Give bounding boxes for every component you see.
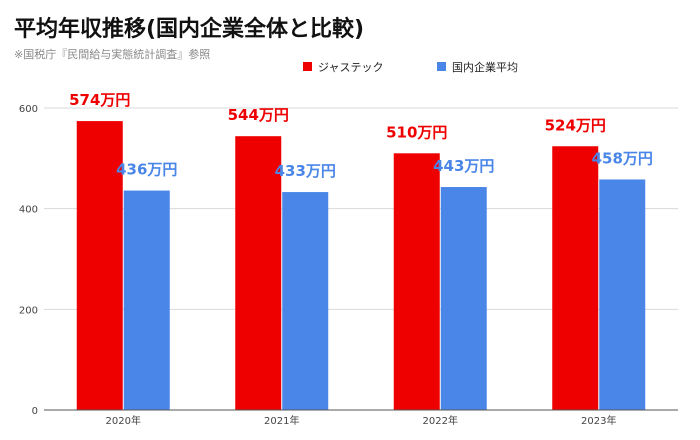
x-tick-label: 2023年 (581, 414, 616, 427)
bar-series-2-2023年 (599, 179, 646, 410)
legend-label-series-2: 国内企業平均 (452, 60, 518, 74)
y-tick-label: 600 (19, 104, 38, 115)
y-tick-label: 200 (19, 305, 38, 316)
x-tick-label: 2020年 (106, 414, 141, 427)
data-label-series-1-2022年: 510万円 (386, 123, 447, 141)
bar-series-2-2021年 (282, 192, 329, 410)
chart-subtitle: ※国税庁『民間給与実態統計調査』参照 (14, 47, 210, 61)
x-tick-label: 2021年 (264, 414, 299, 427)
bar-series-2-2020年 (123, 190, 170, 410)
data-label-series-2-2022年: 443万円 (433, 157, 494, 175)
data-label-series-2-2023年: 458万円 (592, 149, 653, 167)
legend: ジャステック 国内企業平均 (303, 60, 518, 74)
y-tick-label: 400 (19, 205, 38, 216)
data-label-series-1-2023年: 524万円 (545, 116, 606, 134)
y-tick-label: 0 (32, 406, 38, 417)
legend-label-series-1: ジャステック (318, 61, 383, 74)
bar-series-1-2022年 (393, 153, 440, 411)
bar-series-1-2020年 (76, 121, 123, 410)
data-labels: 574万円 436万円 544万円 433万円 510万円 443万円 524万円 458万円 (69, 91, 653, 180)
bars (76, 121, 646, 411)
y-axis-ticks: 0 200 400 600 (19, 104, 38, 417)
data-label-series-1-2021年: 544万円 (228, 106, 289, 124)
data-label-series-2-2021年: 433万円 (275, 162, 336, 180)
bar-series-1-2023年 (552, 146, 599, 410)
legend-swatch-series-2 (437, 62, 446, 71)
legend-swatch-series-1 (303, 62, 312, 71)
chart-title: 平均年収推移(国内企業全体と比較) (14, 16, 364, 42)
x-axis-ticks: 2020年 2021年 2022年 2023年 (106, 414, 617, 427)
data-label-series-1-2020年: 574万円 (69, 91, 130, 109)
x-tick-label: 2022年 (423, 414, 458, 427)
bar-series-1-2021年 (235, 136, 282, 411)
data-label-series-2-2020年: 436万円 (116, 161, 177, 179)
bar-series-2-2022年 (440, 187, 487, 410)
